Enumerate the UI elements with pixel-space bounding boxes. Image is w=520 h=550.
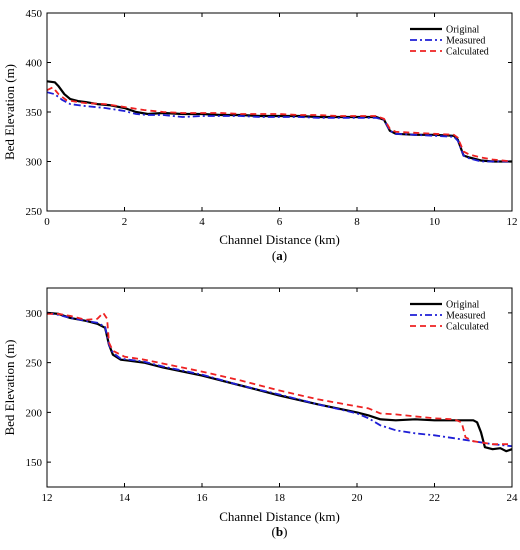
y-tick-label: 400 [26, 58, 43, 70]
x-tick-label: 10 [429, 216, 441, 228]
y-tick-label: 250 [26, 206, 43, 218]
series-line-measured [47, 312, 512, 448]
series-line-original [47, 80, 512, 163]
x-tick-label: 4 [199, 216, 205, 228]
series-line-measured [47, 91, 512, 163]
x-tick-label: 12 [42, 492, 53, 504]
plot-frame [46, 12, 513, 212]
y-axis-label: Bed Elevation (m) [2, 64, 17, 160]
legend-label-calculated: Calculated [446, 47, 489, 58]
panel-label: (b) [272, 524, 288, 539]
y-tick-label: 350 [26, 107, 43, 119]
x-tick-label: 22 [429, 492, 440, 504]
x-tick-label: 20 [352, 492, 364, 504]
x-tick-label: 2 [122, 216, 128, 228]
chart-panel-a: 0 2 4 6 8 10 12 250 300 350 400 450 Channel Distance… [2, 8, 518, 263]
legend-label-calculated: Calculated [446, 322, 489, 333]
series-line-calculated [47, 86, 512, 163]
series-line-calculated [47, 311, 512, 446]
y-tick-label: 150 [26, 457, 43, 469]
y-axis-label: Bed Elevation (m) [2, 339, 17, 435]
x-axis-label: Channel Distance (km) [219, 509, 340, 524]
y-tick-label: 300 [26, 308, 43, 320]
x-tick-label: 24 [507, 492, 519, 504]
x-axis-label: Channel Distance (km) [219, 232, 340, 247]
panel-label: (a) [272, 248, 287, 263]
plot-frame [46, 287, 513, 488]
x-tick-label: 6 [277, 216, 283, 228]
y-tick-label: 200 [26, 407, 43, 419]
series-line-original [47, 311, 512, 453]
y-tick-label: 250 [26, 358, 43, 370]
y-tick-label: 300 [26, 157, 43, 169]
x-tick-label: 12 [507, 216, 518, 228]
legend-label-original: Original [446, 25, 480, 36]
chart-panel-b: 12 14 16 18 20 22 24 150 200 250 300 Channel Distan… [2, 287, 519, 539]
legend-label-measured: Measured [446, 311, 485, 322]
x-tick-label: 8 [354, 216, 360, 228]
legend-label-measured: Measured [446, 36, 485, 47]
x-tick-label: 0 [44, 216, 50, 228]
x-tick-label: 14 [119, 492, 131, 504]
legend-label-original: Original [446, 300, 480, 311]
x-tick-label: 16 [197, 492, 209, 504]
y-tick-label: 450 [26, 8, 43, 20]
x-tick-label: 18 [274, 492, 286, 504]
